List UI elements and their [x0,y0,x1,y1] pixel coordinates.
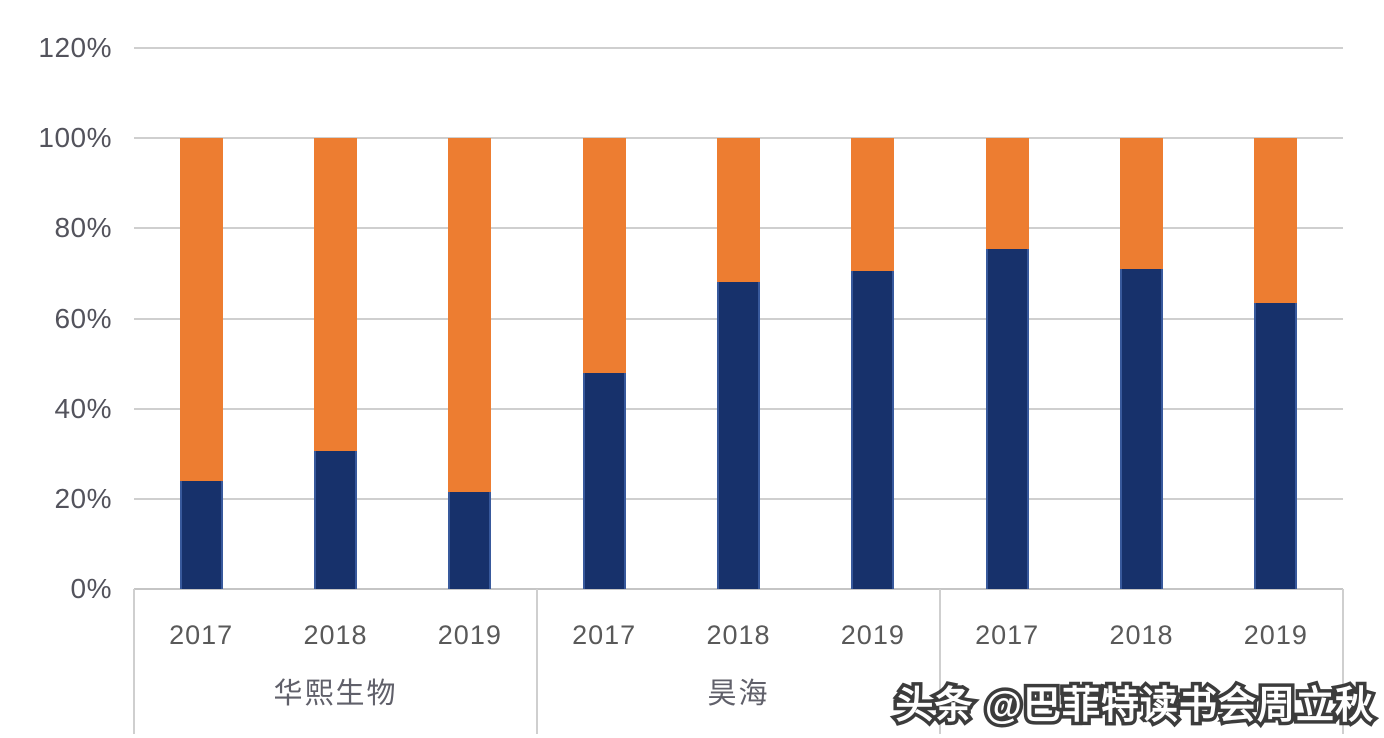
bar-segment-navy [1120,268,1163,589]
bar-segment-orange [1120,138,1163,269]
bar-segment-orange [448,138,492,493]
year-label: 2019 [437,620,502,650]
gridline-0 [134,588,1343,590]
bar-segment-orange [1254,138,1298,303]
bar-segment-navy [448,492,492,589]
y-tick-label: 40% [54,392,112,424]
bar-segment-navy [851,271,895,589]
bar-segment-navy [582,372,626,589]
bar-segment-orange [717,138,760,283]
year-label: 2018 [303,620,368,650]
y-tick-label: 60% [54,302,112,334]
bar-segment-orange [985,138,1029,249]
category-divider [133,589,135,734]
bar-segment-navy [717,282,760,589]
group-label: 华熙生物 [273,678,398,710]
year-label: 2017 [572,620,637,650]
year-label: 2019 [840,620,905,650]
year-label: 2019 [1243,620,1308,650]
y-tick-label: 20% [54,482,112,514]
bar-segment-orange [582,138,626,373]
y-tick-label: 120% [38,32,112,63]
year-label: 2018 [1109,620,1174,650]
group-label: 昊海 [707,678,770,710]
year-label: 2017 [169,620,234,650]
category-divider [1342,589,1344,734]
bar-segment-navy [314,451,357,589]
gridline-120 [134,47,1343,49]
watermark-text: 头条 @巴菲特读书会周立秋 [895,685,1374,727]
bar-segment-navy [985,248,1029,589]
bar-segment-navy [179,480,223,589]
year-label: 2018 [706,620,771,650]
bar-segment-orange [179,138,223,481]
y-tick-label: 100% [38,122,112,154]
category-divider [939,589,941,734]
bar-segment-navy [1254,302,1298,589]
bar-segment-orange [851,138,895,272]
watermark-outline: 头条 @巴菲特读书会周立秋 [892,682,1377,731]
bar-segment-orange [314,138,357,452]
y-tick-label: 80% [54,212,112,244]
category-divider [536,589,538,734]
y-tick-label: 0% [70,573,112,604]
year-label: 2017 [975,620,1040,650]
